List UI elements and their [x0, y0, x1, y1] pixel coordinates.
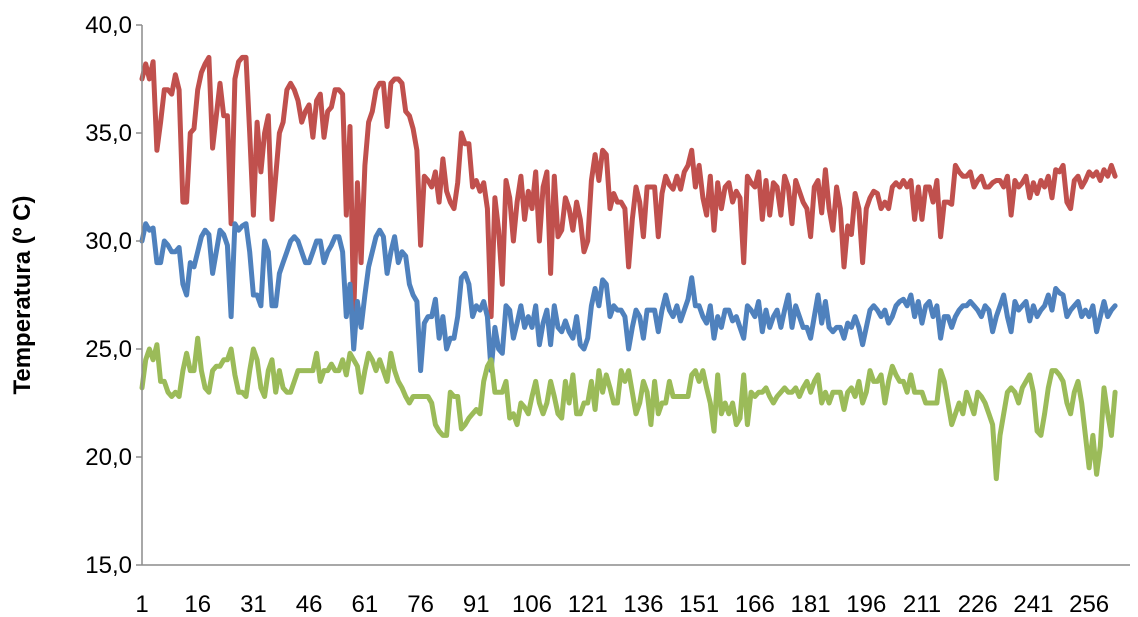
x-tick-label: 31	[240, 591, 267, 617]
x-tick-label: 196	[846, 591, 886, 617]
x-tick-label: 46	[296, 591, 323, 617]
y-tick-label: 30,0	[85, 228, 132, 255]
x-tick-label: 226	[958, 591, 998, 617]
y-tick-labels: 15,0 20,0 25,0 30,0 35,0 40,0	[85, 12, 142, 579]
x-tick-label: 91	[463, 591, 490, 617]
x-tick-label: 16	[184, 591, 211, 617]
x-tick-label: 76	[407, 591, 434, 617]
x-tick-label: 61	[352, 591, 379, 617]
y-axis-title: Temperatura (º C)	[9, 195, 36, 394]
x-tick-label: 211	[903, 591, 941, 617]
x-tick-label: 121	[568, 591, 608, 617]
x-tick-label: 256	[1069, 591, 1109, 617]
x-tick-label: 241	[1013, 591, 1053, 617]
x-tick-label: 181	[791, 591, 831, 617]
y-tick-label: 20,0	[85, 444, 132, 471]
y-tick-label: 25,0	[85, 336, 132, 363]
y-tick-label: 35,0	[85, 120, 132, 147]
series-line-1	[139, 54, 1118, 320]
series-line-2	[139, 221, 1118, 374]
x-tick-label: 136	[623, 591, 663, 617]
x-tick-label: 166	[735, 591, 775, 617]
x-tick-labels: 1 16 31 46 61 76 91 106 121 136 151 166 181 196 211 226…	[135, 591, 1109, 617]
series-layer	[139, 54, 1118, 482]
y-tick-label: 15,0	[85, 552, 132, 579]
y-tick-label: 40,0	[85, 12, 132, 39]
series-line-3	[139, 335, 1118, 482]
x-tick-label: 1	[135, 591, 148, 617]
x-tick-label: 106	[512, 591, 552, 617]
x-tick-label: 151	[679, 591, 719, 617]
